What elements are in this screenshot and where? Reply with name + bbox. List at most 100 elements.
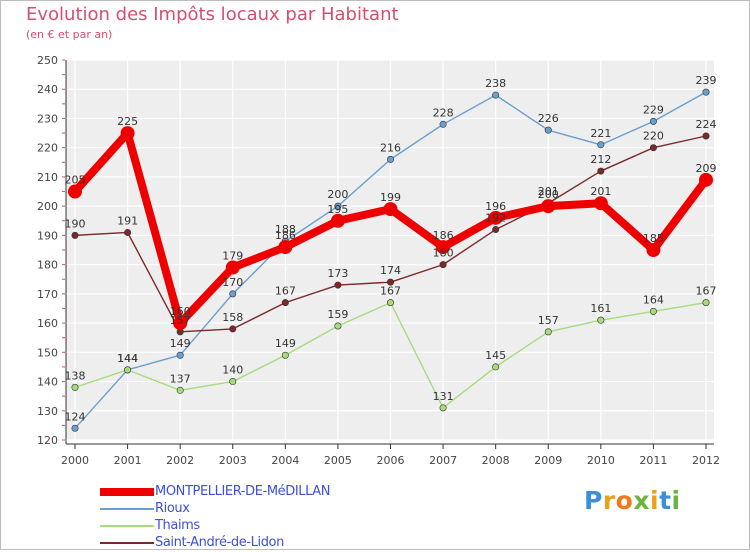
legend-swatch-saint-andre bbox=[100, 542, 154, 544]
data-point bbox=[120, 126, 135, 141]
y-tick-label: 140 bbox=[37, 376, 58, 389]
data-label: 161 bbox=[590, 302, 611, 315]
data-label: 191 bbox=[117, 214, 138, 227]
data-point bbox=[439, 404, 447, 412]
data-point bbox=[649, 144, 657, 152]
x-tick-label: 2010 bbox=[587, 454, 615, 467]
y-tick-label: 160 bbox=[37, 317, 58, 330]
data-point bbox=[176, 386, 184, 394]
logo-letter: P bbox=[584, 486, 603, 515]
data-label: 140 bbox=[222, 364, 243, 377]
y-tick-label: 190 bbox=[37, 229, 58, 242]
data-label: 167 bbox=[380, 285, 401, 298]
data-point bbox=[334, 281, 342, 289]
y-tick-label: 120 bbox=[37, 434, 58, 447]
legend-swatch-thaims bbox=[100, 525, 154, 527]
data-point bbox=[386, 278, 394, 286]
data-point bbox=[597, 316, 605, 324]
y-tick-label: 230 bbox=[37, 112, 58, 125]
data-point bbox=[492, 363, 500, 371]
y-tick-label: 150 bbox=[37, 346, 58, 359]
data-point bbox=[649, 117, 657, 125]
x-tick-label: 2001 bbox=[114, 454, 142, 467]
data-point bbox=[492, 226, 500, 234]
data-point bbox=[281, 299, 289, 307]
data-point bbox=[646, 243, 661, 257]
logo-letter: o bbox=[615, 486, 634, 515]
logo-letter: x bbox=[633, 486, 650, 515]
data-label: 173 bbox=[327, 267, 348, 280]
data-point bbox=[386, 299, 394, 307]
data-point bbox=[597, 167, 605, 175]
logo-letter: i bbox=[671, 486, 681, 515]
data-label: 228 bbox=[433, 106, 454, 119]
data-point bbox=[436, 240, 451, 255]
data-label: 199 bbox=[380, 191, 401, 204]
data-point bbox=[488, 210, 503, 225]
data-label: 229 bbox=[643, 103, 664, 116]
y-tick-label: 250 bbox=[37, 54, 58, 67]
logo-letter: i bbox=[650, 486, 660, 515]
data-label: 186 bbox=[275, 229, 296, 242]
data-label: 158 bbox=[222, 311, 243, 324]
legend-label-thaims: Thaims bbox=[155, 518, 200, 533]
data-point bbox=[278, 240, 293, 255]
data-point bbox=[176, 351, 184, 359]
data-label: 149 bbox=[275, 337, 296, 350]
data-point bbox=[544, 328, 552, 336]
y-tick-label: 240 bbox=[37, 83, 58, 96]
data-point bbox=[281, 351, 289, 359]
data-label: 167 bbox=[275, 285, 296, 298]
data-point bbox=[124, 228, 132, 236]
data-point bbox=[71, 383, 79, 391]
x-tick-label: 2011 bbox=[639, 454, 667, 467]
logo-letter: r bbox=[602, 486, 616, 515]
data-point bbox=[229, 290, 237, 298]
data-label: 174 bbox=[380, 264, 401, 277]
x-tick-label: 2002 bbox=[166, 454, 194, 467]
data-point bbox=[330, 213, 345, 228]
data-point bbox=[68, 184, 82, 199]
data-label: 195 bbox=[327, 203, 348, 216]
data-label: 180 bbox=[433, 247, 454, 260]
data-label: 220 bbox=[643, 130, 664, 143]
data-label: 192 bbox=[485, 212, 506, 225]
data-point bbox=[334, 322, 342, 330]
legend-label-montpellier: MONTPELLIER-DE-MéDILLAN bbox=[155, 484, 331, 499]
data-label: 164 bbox=[643, 293, 664, 306]
data-label: 212 bbox=[590, 153, 611, 166]
logo-letter: t bbox=[659, 486, 672, 515]
data-label: 186 bbox=[433, 229, 454, 242]
data-label: 131 bbox=[433, 390, 454, 403]
legend-label-rioux: Rioux bbox=[155, 501, 190, 516]
y-tick-label: 220 bbox=[37, 142, 58, 155]
y-tick-label: 200 bbox=[37, 200, 58, 213]
data-label: 225 bbox=[117, 115, 138, 128]
data-label: 157 bbox=[538, 314, 559, 327]
x-tick-label: 2006 bbox=[377, 454, 405, 467]
chart-subtitle: (en € et par an) bbox=[26, 28, 113, 41]
data-label: 124 bbox=[65, 410, 86, 423]
data-label: 159 bbox=[327, 308, 348, 321]
data-point bbox=[699, 172, 713, 187]
data-label: 224 bbox=[696, 118, 717, 131]
y-tick-label: 210 bbox=[37, 171, 58, 184]
data-point bbox=[71, 424, 79, 432]
data-point bbox=[383, 202, 398, 217]
y-tick-label: 180 bbox=[37, 259, 58, 272]
data-point bbox=[593, 196, 608, 211]
data-label: 157 bbox=[170, 314, 191, 327]
data-label: 205 bbox=[65, 174, 86, 187]
data-point bbox=[702, 132, 710, 140]
data-point bbox=[702, 88, 710, 96]
data-label: 238 bbox=[485, 77, 506, 90]
data-label: 216 bbox=[380, 141, 401, 154]
data-label: 188 bbox=[275, 223, 296, 236]
data-label: 145 bbox=[485, 349, 506, 362]
data-point bbox=[544, 126, 552, 134]
data-point bbox=[597, 141, 605, 149]
data-label: 239 bbox=[696, 74, 717, 87]
legend-label-saint-andre: Saint-André-de-Lidon bbox=[155, 535, 284, 550]
data-point bbox=[229, 325, 237, 333]
